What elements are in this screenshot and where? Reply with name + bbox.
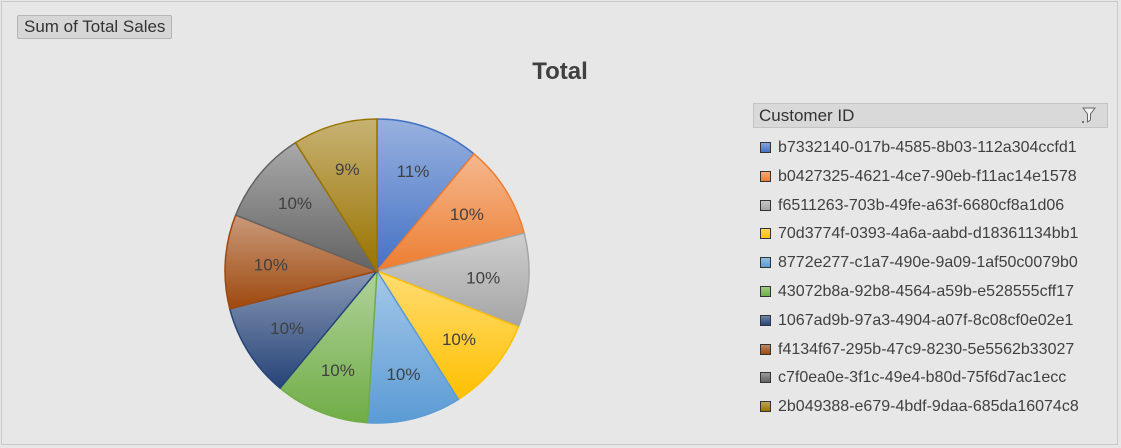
legend-swatch (760, 257, 771, 269)
legend-swatch (760, 199, 771, 211)
pie-slice-7[interactable] (228, 269, 380, 390)
legend-label: 2b049388-e679-4bdf-9daa-685da16074c8 (778, 398, 1079, 416)
data-label-5: 10% (386, 365, 420, 384)
pie-slice-10[interactable] (294, 118, 378, 274)
legend-header[interactable]: Customer ID (753, 103, 1108, 128)
pie-slice-5[interactable] (366, 268, 460, 424)
data-label-10: 9% (335, 160, 360, 179)
legend-header-label: Customer ID (759, 106, 855, 125)
legend-label: 1067ad9b-97a3-4904-a07f-8c08cf0e02e1 (778, 311, 1074, 329)
legend-swatch (760, 170, 771, 182)
legend-label: 70d3774f-0393-4a6a-aabd-d18361134bb1 (778, 225, 1079, 243)
funnel-filter-icon[interactable] (1081, 106, 1097, 130)
legend-swatch (760, 401, 771, 413)
pie-slice-3[interactable] (374, 232, 530, 328)
legend-swatch (760, 228, 771, 240)
pie-slice-1[interactable] (376, 118, 475, 274)
legend-label: f6511263-703b-49fe-a63f-6680cf8a1d06 (778, 196, 1065, 214)
legend-label: 43072b8a-92b8-4564-a59b-e528555cff17 (778, 282, 1074, 300)
legend-swatch (760, 142, 771, 153)
legend-swatch (760, 372, 771, 384)
legend-swatch (760, 285, 771, 297)
data-label-3: 10% (466, 269, 500, 288)
value-field-button[interactable]: Sum of Total Sales (17, 15, 173, 39)
legend-swatch (760, 314, 771, 326)
pie-slice-8[interactable] (224, 214, 380, 310)
legend-swatch (760, 343, 771, 355)
pie-slice-2[interactable] (374, 152, 526, 273)
data-label-8: 10% (254, 255, 288, 274)
legend-label: 8772e277-c1a7-490e-9a09-1af50c0079b0 (778, 254, 1078, 272)
data-label-9: 10% (278, 194, 312, 213)
legend-label: f4134f67-295b-47c9-8230-5e5562b33027 (778, 340, 1075, 358)
legend-label: b7332140-017b-4585-8b03-112a304ccfd1 (778, 139, 1077, 156)
data-label-4: 10% (442, 330, 476, 349)
pie-slice-6[interactable] (279, 268, 378, 424)
pie-slice-9[interactable] (234, 141, 379, 273)
chart-title: Total (532, 58, 588, 85)
pie-slice-4[interactable] (375, 269, 520, 401)
data-label-1: 11% (397, 162, 430, 181)
legend-label: b0427325-4621-4ce7-90eb-f11ac14e1578 (778, 167, 1077, 185)
data-label-6: 10% (321, 361, 355, 380)
data-label-2: 10% (450, 205, 484, 224)
legend-label: c7f0ea0e-3f1c-49e4-b80d-75f6d7ac1ecc (778, 369, 1067, 387)
data-label-7: 10% (270, 319, 304, 338)
